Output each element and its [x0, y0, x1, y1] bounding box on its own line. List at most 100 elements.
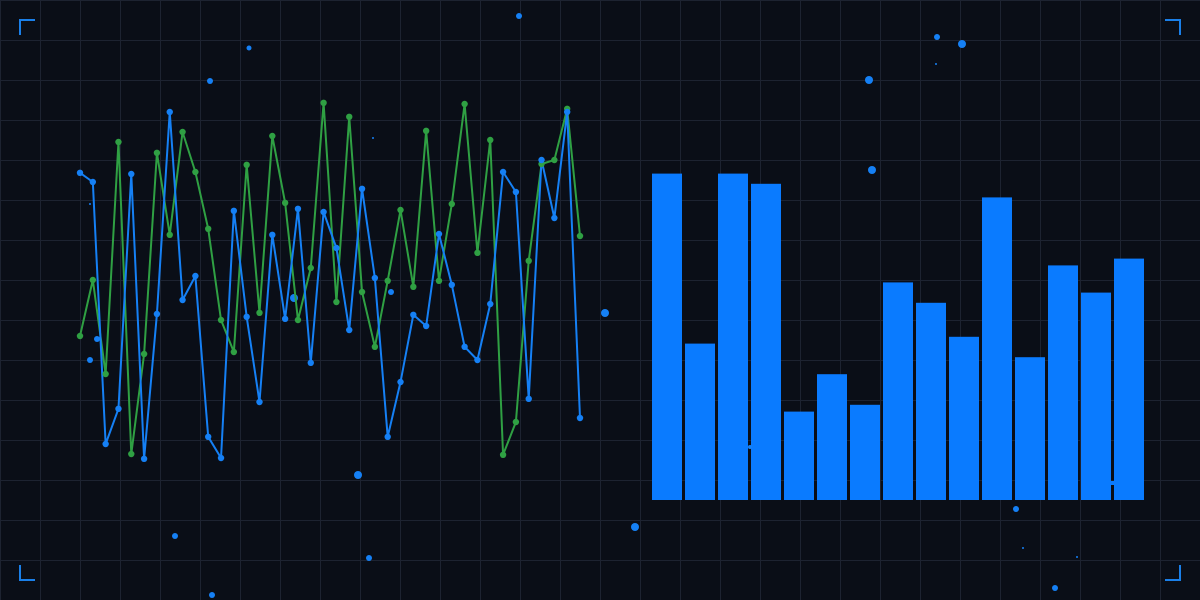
decorative-mark: [1108, 481, 1114, 485]
data-point: [307, 264, 314, 272]
data-point: [410, 283, 417, 290]
data-point: [422, 322, 430, 330]
bar: [916, 302, 946, 500]
bar: [949, 336, 979, 500]
data-point: [435, 230, 443, 238]
data-point: [397, 378, 404, 386]
data-point: [333, 298, 340, 306]
data-point: [128, 450, 135, 458]
data-point: [346, 113, 353, 121]
bar: [1081, 292, 1111, 500]
data-point: [76, 169, 84, 176]
decorative-dot: [934, 34, 940, 40]
data-point: [422, 127, 430, 134]
decorative-dot: [1052, 585, 1058, 591]
data-point: [89, 276, 97, 284]
data-point: [384, 277, 391, 284]
data-point: [281, 199, 289, 206]
data-point: [294, 205, 302, 212]
data-point: [474, 356, 481, 364]
decorative-dot: [1013, 506, 1019, 512]
decorative-dot: [1076, 556, 1078, 558]
decorative-dot: [865, 76, 873, 84]
decorative-dot: [1022, 547, 1024, 549]
data-point: [538, 156, 545, 164]
corner-bracket: [1165, 565, 1181, 581]
decorative-dot: [94, 336, 100, 342]
data-point: [499, 168, 507, 176]
data-point: [474, 249, 481, 256]
data-point: [371, 274, 379, 282]
data-point: [487, 136, 494, 144]
decorative-dot: [172, 533, 178, 539]
data-point: [89, 178, 97, 186]
data-point: [576, 232, 584, 240]
data-point: [563, 108, 571, 116]
data-point: [179, 296, 186, 304]
data-point: [461, 100, 468, 108]
decorative-dot: [207, 78, 213, 84]
decorative-dots: [87, 13, 1078, 598]
data-point: [512, 418, 520, 426]
data-point: [128, 170, 135, 178]
data-point: [230, 207, 238, 214]
data-point: [76, 332, 84, 340]
bar: [652, 173, 682, 500]
data-point: [499, 451, 507, 458]
decorative-dot: [209, 592, 215, 598]
bar: [1048, 265, 1078, 500]
data-point: [179, 128, 186, 136]
data-point: [192, 272, 199, 280]
bar: [982, 197, 1012, 500]
corner-bracket: [19, 19, 35, 35]
data-point: [525, 257, 532, 264]
data-point: [294, 316, 302, 324]
data-point: [256, 309, 263, 316]
bar: [718, 173, 748, 500]
data-point: [397, 206, 404, 214]
data-point: [269, 132, 276, 140]
data-point: [153, 149, 161, 156]
bar: [751, 183, 781, 501]
decorative-dot: [246, 45, 252, 51]
data-point: [333, 244, 340, 252]
data-point: [205, 225, 212, 232]
data-point: [153, 310, 161, 318]
decorative-dot: [748, 445, 752, 449]
series-line: [79, 111, 581, 460]
data-point: [448, 281, 455, 288]
decorative-dot: [958, 40, 966, 48]
data-point: [551, 156, 558, 164]
data-point: [512, 188, 520, 196]
decorative-dot: [631, 523, 639, 531]
data-point: [230, 348, 238, 356]
data-point: [448, 200, 455, 208]
data-point: [371, 343, 379, 350]
data-point: [115, 138, 122, 146]
data-point: [140, 455, 148, 462]
data-point: [166, 108, 173, 116]
data-point: [358, 185, 366, 192]
decorative-dot: [388, 289, 394, 295]
data-point: [487, 300, 494, 308]
data-point: [140, 350, 148, 358]
bar: [883, 282, 913, 500]
corner-bracket: [19, 565, 35, 581]
bar: [850, 404, 880, 500]
data-point: [320, 208, 327, 216]
decorative-dot: [372, 137, 374, 139]
data-point: [205, 433, 212, 440]
bar: [817, 374, 847, 500]
bar: [1015, 357, 1045, 500]
data-point: [115, 405, 122, 412]
data-point: [256, 398, 263, 406]
bar: [1114, 258, 1144, 500]
decorative-dot: [87, 357, 93, 363]
data-point: [410, 311, 417, 318]
data-point: [269, 231, 276, 238]
data-point: [192, 168, 199, 176]
decorative-dot: [89, 203, 91, 205]
data-point: [358, 288, 366, 296]
data-point: [384, 433, 391, 440]
